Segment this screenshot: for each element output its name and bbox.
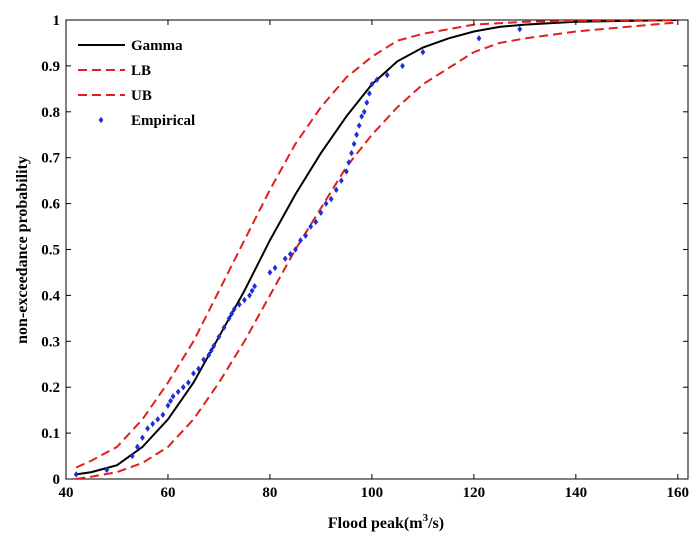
empirical-point xyxy=(356,122,362,129)
empirical-point xyxy=(208,347,214,354)
legend-swatch-empirical xyxy=(98,116,104,124)
y-tick-label: 0 xyxy=(53,472,61,488)
y-tick-label: 1 xyxy=(53,13,61,29)
empirical-point xyxy=(229,310,235,317)
empirical-point xyxy=(338,177,344,184)
y-axis-ticks: 0 0.1 0.2 0.3 0.4 0.5 0.6 0.7 0.8 0.9 1 xyxy=(41,13,688,488)
empirical-point xyxy=(73,471,79,478)
empirical-point xyxy=(351,140,357,148)
empirical-point xyxy=(303,232,309,239)
empirical-point xyxy=(165,402,171,409)
empirical-point xyxy=(206,351,212,359)
empirical-point xyxy=(420,48,426,56)
series-empirical xyxy=(73,25,523,478)
empirical-point xyxy=(231,305,237,313)
empirical-point xyxy=(160,411,166,418)
empirical-point xyxy=(180,384,186,391)
x-tick-label: 120 xyxy=(463,485,486,501)
y-tick-label: 0.5 xyxy=(41,243,60,259)
empirical-point xyxy=(191,370,196,377)
empirical-point xyxy=(293,246,298,253)
x-tick-label: 80 xyxy=(262,485,277,501)
empirical-point xyxy=(344,168,349,175)
legend-label-ub: UB xyxy=(131,88,152,104)
empirical-point xyxy=(134,443,140,451)
empirical-point xyxy=(364,99,370,106)
empirical-point xyxy=(400,62,405,70)
empirical-point xyxy=(170,393,176,400)
empirical-point xyxy=(236,301,242,308)
x-tick-label: 140 xyxy=(565,485,588,501)
series-layer xyxy=(73,20,678,479)
empirical-point xyxy=(354,131,360,138)
series-gamma-line xyxy=(76,20,678,476)
empirical-point xyxy=(155,416,161,423)
y-tick-label: 0.9 xyxy=(41,59,60,75)
empirical-point xyxy=(374,76,380,83)
legend: Gamma LB UB Empirical xyxy=(78,38,195,129)
series-lb-line xyxy=(75,20,678,469)
empirical-point xyxy=(517,25,523,33)
empirical-point xyxy=(252,283,258,290)
series-ub-line xyxy=(76,21,678,479)
empirical-point xyxy=(369,81,375,88)
empirical-point xyxy=(242,296,247,304)
x-tick-label: 100 xyxy=(361,485,384,501)
empirical-point xyxy=(211,342,217,350)
y-tick-label: 0.8 xyxy=(41,105,60,121)
x-tick-label: 160 xyxy=(667,485,690,501)
legend-label-empirical: Empirical xyxy=(131,113,195,129)
y-tick-label: 0.1 xyxy=(41,426,60,442)
empirical-point xyxy=(333,186,339,194)
empirical-point xyxy=(328,195,334,203)
empirical-point xyxy=(221,324,227,331)
empirical-point xyxy=(359,113,365,120)
empirical-point xyxy=(384,71,390,79)
empirical-point xyxy=(267,269,273,276)
x-axis-title: Flood peak(m3/s) xyxy=(328,512,444,532)
empirical-point xyxy=(145,425,150,432)
empirical-point xyxy=(366,90,372,97)
empirical-point xyxy=(313,218,319,226)
empirical-point xyxy=(249,287,255,295)
empirical-point xyxy=(272,264,278,272)
legend-label-gamma: Gamma xyxy=(131,38,183,54)
y-tick-label: 0.2 xyxy=(41,380,60,396)
empirical-point xyxy=(216,333,222,340)
empirical-point xyxy=(201,356,207,363)
empirical-point xyxy=(104,466,110,474)
y-tick-label: 0.3 xyxy=(41,334,60,350)
x-axis-ticks: 40 60 80 100 120 140 160 xyxy=(59,20,690,501)
legend-label-lb: LB xyxy=(131,63,151,79)
y-axis-title: non-exceedance probability xyxy=(14,156,31,344)
empirical-point xyxy=(150,420,156,428)
empirical-point xyxy=(346,159,352,166)
y-tick-label: 0.7 xyxy=(41,151,60,167)
empirical-point xyxy=(175,388,181,395)
empirical-point xyxy=(226,315,232,322)
empirical-point xyxy=(476,35,482,42)
empirical-point xyxy=(185,379,191,386)
empirical-point xyxy=(361,108,367,115)
empirical-point xyxy=(308,223,314,230)
empirical-point xyxy=(318,209,324,216)
x-tick-label: 40 xyxy=(59,485,74,501)
empirical-point xyxy=(196,365,201,373)
y-tick-label: 0.6 xyxy=(41,197,60,213)
y-tick-label: 0.4 xyxy=(41,288,60,304)
empirical-point xyxy=(168,397,173,405)
empirical-point xyxy=(282,255,288,262)
empirical-point xyxy=(247,292,252,299)
plot-area-frame xyxy=(65,19,689,480)
empirical-point xyxy=(323,200,329,207)
x-tick-label: 60 xyxy=(160,485,175,501)
empirical-point xyxy=(140,434,145,441)
empirical-point xyxy=(287,250,293,258)
empirical-point xyxy=(298,237,303,244)
empirical-point xyxy=(129,452,135,460)
empirical-point xyxy=(349,149,354,157)
